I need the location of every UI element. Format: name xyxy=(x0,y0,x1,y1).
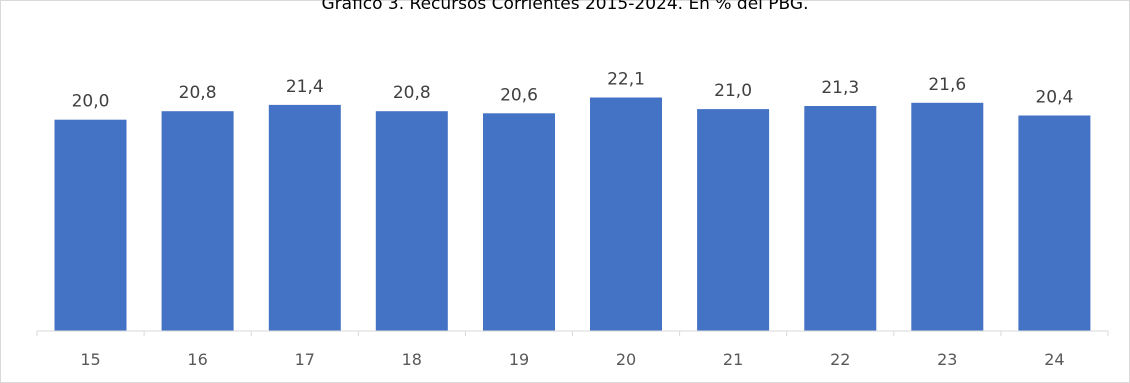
x-tick-label-19: 19 xyxy=(509,350,529,369)
x-tick-label-16: 16 xyxy=(187,350,207,369)
x-tick-label-20: 20 xyxy=(616,350,636,369)
value-label-17: 21,4 xyxy=(286,77,324,97)
x-tick-label-22: 22 xyxy=(830,350,850,369)
bar-19 xyxy=(483,113,555,331)
bar-18 xyxy=(375,111,448,331)
bar-20 xyxy=(590,97,662,331)
x-tick-label-23: 23 xyxy=(937,350,957,369)
value-labels-group: 20,0 20,8 21,4 20,8 20,6 22,1 21,0 21,3 21,6 20,4 xyxy=(72,70,1074,112)
value-label-20: 22,1 xyxy=(607,70,645,90)
bar-15 xyxy=(54,119,127,331)
x-tick-label-24: 24 xyxy=(1044,350,1064,369)
bar-16 xyxy=(161,111,234,331)
value-label-23: 21,6 xyxy=(928,75,966,95)
x-tick-label-18: 18 xyxy=(402,350,422,369)
value-label-15: 20,0 xyxy=(72,92,110,112)
value-label-19: 20,6 xyxy=(500,85,538,105)
x-tick-label-21: 21 xyxy=(723,350,743,369)
x-tick-label-15: 15 xyxy=(80,350,100,369)
bar-24 xyxy=(1018,115,1091,331)
value-label-18: 20,8 xyxy=(393,83,431,103)
bar-22 xyxy=(804,106,877,331)
bars-group xyxy=(54,97,1091,332)
x-axis-ticks-group: 15 16 17 18 19 20 21 22 23 24 xyxy=(36,331,1109,369)
chart-title: Gráfico 3. Recursos Corrientes 2015-2024… xyxy=(321,0,809,14)
value-label-21: 21,0 xyxy=(714,81,752,101)
value-label-16: 20,8 xyxy=(179,83,217,103)
bar-21 xyxy=(697,109,770,331)
x-tick-label-17: 17 xyxy=(295,350,315,369)
value-label-24: 20,4 xyxy=(1035,88,1073,108)
bar-17 xyxy=(268,104,341,332)
bar-23 xyxy=(911,102,984,331)
value-label-22: 21,3 xyxy=(821,78,859,98)
